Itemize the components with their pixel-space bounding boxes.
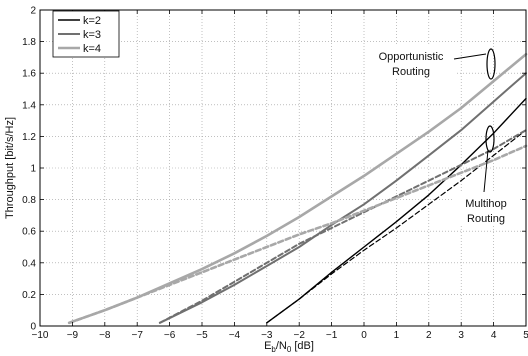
annotation-opportunistic-bg bbox=[366, 44, 456, 78]
annotation-multihop-ellipse bbox=[485, 125, 495, 153]
annotation-multihop-routing: Multihop Routing bbox=[452, 125, 520, 226]
x-tick-label: −9 bbox=[67, 330, 79, 341]
legend-label-k2: k=2 bbox=[83, 15, 101, 27]
x-axis-label-sub2: 0 bbox=[287, 345, 292, 354]
x-axis-label-pre: E bbox=[264, 340, 271, 352]
y-axis-label: Throughput [bit/s/Hz] bbox=[4, 117, 16, 219]
x-tick-label: −2 bbox=[293, 330, 305, 341]
x-tick-label: −4 bbox=[229, 330, 241, 341]
annotation-opportunistic-pointer bbox=[453, 53, 487, 60]
x-axis-label: Eb/N0 [dB] bbox=[264, 340, 314, 354]
annotation-opportunistic-line2: Routing bbox=[392, 66, 430, 78]
x-axis-label-sub1: b bbox=[271, 345, 276, 354]
x-tick-label: −8 bbox=[99, 330, 111, 341]
y-tick-label: 0.4 bbox=[22, 258, 36, 269]
x-axis-label-mid: /N bbox=[276, 340, 287, 352]
x-tick-label: 4 bbox=[491, 330, 497, 341]
y-tick-label: 0.6 bbox=[22, 227, 36, 238]
x-tick-label: 1 bbox=[394, 330, 400, 341]
annotation-multihop-pointer bbox=[483, 149, 489, 193]
y-tick-label: 1.6 bbox=[22, 69, 36, 80]
opportunistic-line-k2 bbox=[266, 97, 527, 324]
annotation-multihop-line2: Routing bbox=[467, 213, 505, 225]
multihop-line-k3 bbox=[158, 129, 527, 324]
legend: k=2 k=3 k=4 bbox=[52, 10, 120, 58]
x-tick-label: 0 bbox=[361, 330, 367, 341]
x-tick-label: −1 bbox=[326, 330, 338, 341]
y-tick-label: 1.4 bbox=[22, 100, 36, 111]
annotation-multihop-bg bbox=[452, 192, 520, 226]
series-lines bbox=[67, 52, 528, 325]
x-tick-label: 2 bbox=[426, 330, 432, 341]
x-tick-label: −5 bbox=[196, 330, 208, 341]
legend-label-k4: k=4 bbox=[83, 43, 101, 55]
y-tick-label: 0.2 bbox=[22, 290, 36, 301]
y-tick-label: 2 bbox=[30, 6, 36, 17]
x-tick-label: 5 bbox=[523, 330, 528, 341]
annotation-multihop-line1: Multihop bbox=[465, 198, 507, 210]
annotation-opportunistic-line1: Opportunistic bbox=[379, 51, 444, 63]
x-tick-label: 3 bbox=[458, 330, 464, 341]
y-tick-label: 1.8 bbox=[22, 37, 36, 48]
opportunistic-line-k3 bbox=[158, 72, 527, 324]
x-tick-label: −10 bbox=[32, 330, 49, 341]
y-tick-label: 0 bbox=[30, 322, 36, 333]
axis-ticks: −10 −9 −8 −7 −6 −5 −4 −3 −2 −1 0 1 2 3 4 500.20.40.60.8… bbox=[22, 6, 528, 342]
x-tick-label: −7 bbox=[131, 330, 143, 341]
multihop-line-k4 bbox=[67, 144, 528, 325]
x-tick-label: −3 bbox=[261, 330, 273, 341]
x-tick-label: −6 bbox=[164, 330, 176, 341]
opportunistic-line-k4 bbox=[67, 52, 528, 325]
y-tick-label: 1.2 bbox=[22, 132, 36, 143]
annotation-opportunistic-routing: Opportunistic Routing bbox=[366, 44, 496, 80]
annotation-opportunistic-ellipse bbox=[486, 48, 496, 80]
y-tick-label: 0.8 bbox=[22, 195, 36, 206]
x-axis-label-post: [dB] bbox=[291, 340, 314, 352]
y-tick-label: 1 bbox=[30, 164, 36, 175]
grid bbox=[40, 10, 526, 326]
legend-label-k3: k=3 bbox=[83, 29, 101, 41]
